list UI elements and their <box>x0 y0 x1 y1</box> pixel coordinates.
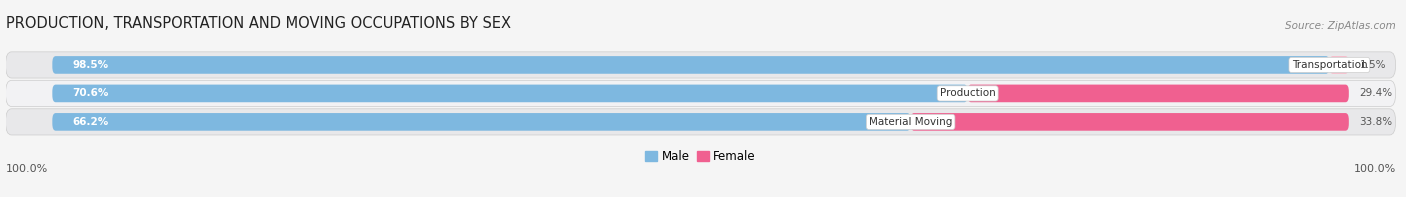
Text: 1.5%: 1.5% <box>1360 60 1386 70</box>
Legend: Male, Female: Male, Female <box>641 145 761 168</box>
Text: 29.4%: 29.4% <box>1360 88 1393 98</box>
Text: 100.0%: 100.0% <box>1354 164 1396 175</box>
FancyBboxPatch shape <box>1330 56 1348 74</box>
Text: 100.0%: 100.0% <box>6 164 48 175</box>
Text: Source: ZipAtlas.com: Source: ZipAtlas.com <box>1285 21 1396 32</box>
Text: 98.5%: 98.5% <box>72 60 108 70</box>
FancyBboxPatch shape <box>6 80 1396 107</box>
Text: 66.2%: 66.2% <box>72 117 108 127</box>
Text: Material Moving: Material Moving <box>869 117 952 127</box>
Text: 70.6%: 70.6% <box>72 88 108 98</box>
FancyBboxPatch shape <box>967 85 1348 102</box>
FancyBboxPatch shape <box>6 109 1396 135</box>
Text: PRODUCTION, TRANSPORTATION AND MOVING OCCUPATIONS BY SEX: PRODUCTION, TRANSPORTATION AND MOVING OC… <box>6 17 510 32</box>
Text: Transportation: Transportation <box>1292 60 1367 70</box>
Text: Production: Production <box>939 88 995 98</box>
FancyBboxPatch shape <box>52 85 967 102</box>
FancyBboxPatch shape <box>6 52 1396 78</box>
FancyBboxPatch shape <box>911 113 1348 131</box>
Text: 33.8%: 33.8% <box>1360 117 1393 127</box>
FancyBboxPatch shape <box>52 56 1330 74</box>
FancyBboxPatch shape <box>52 113 911 131</box>
